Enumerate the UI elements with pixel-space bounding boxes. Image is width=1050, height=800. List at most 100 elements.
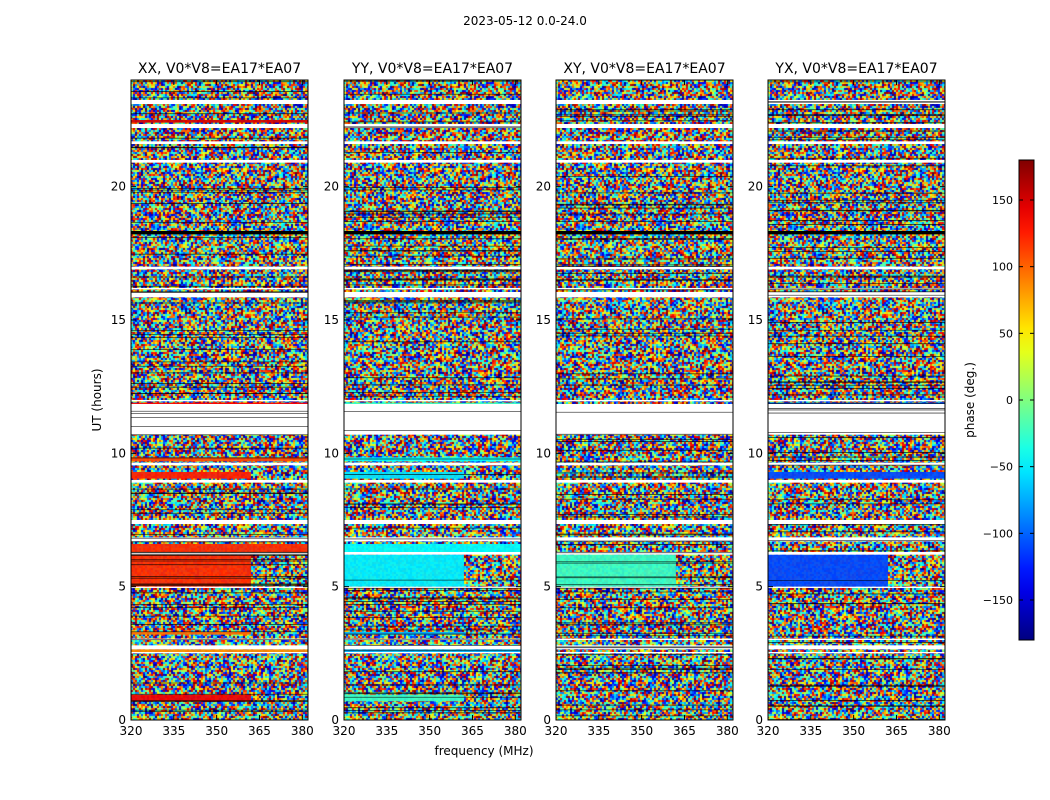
y-tick-label: 0: [118, 713, 126, 727]
colorbar-tick-label: 150: [992, 194, 1013, 207]
x-tick-label: 350: [630, 724, 653, 738]
flagged-band: [131, 462, 308, 466]
x-tick-label: 365: [885, 724, 908, 738]
colorbar-tick-label: 100: [992, 261, 1013, 274]
x-tick-label: 320: [120, 724, 143, 738]
flagged-band: [556, 100, 733, 104]
flagged-band: [556, 124, 733, 128]
stable-phase-region: [131, 649, 308, 652]
flagged-band: [131, 266, 308, 270]
x-tick-label: 350: [418, 724, 441, 738]
flagged-band: [344, 266, 521, 270]
flagged-band: [344, 400, 521, 402]
stable-phase-region: [131, 120, 308, 123]
y-tick-label: 5: [543, 580, 551, 594]
flagged-band: [131, 645, 308, 650]
flagged-band: [344, 160, 521, 163]
colorbar-tick-label: −150: [983, 594, 1013, 607]
y-tick-label: 15: [748, 313, 763, 327]
y-tick-label: 20: [324, 180, 339, 194]
flagged-band: [768, 537, 945, 542]
flagged-band: [556, 141, 733, 144]
y-tick-label: 10: [536, 446, 551, 460]
panel-frame: [343, 79, 522, 721]
flagged-band: [344, 404, 521, 435]
flagged-band: [344, 124, 521, 128]
y-tick-label: 5: [331, 580, 339, 594]
flagged-band: [131, 586, 308, 588]
x-tick-label: 320: [333, 724, 356, 738]
y-tick-label: 15: [324, 313, 339, 327]
flagged-band: [556, 292, 733, 298]
y-tick-label: 20: [748, 180, 763, 194]
flagged-band: [344, 462, 521, 466]
x-tick-label: 380: [928, 724, 951, 738]
stable-phase-region: [344, 649, 521, 652]
panel-title: XX, V0*V8=EA17*EA07: [138, 61, 301, 77]
flagged-band: [768, 652, 945, 654]
panel-title: YY, V0*V8=EA17*EA07: [351, 61, 513, 77]
y-axis-label: UT (hours): [90, 368, 104, 431]
flagged-band: [344, 520, 521, 524]
x-tick-label: 335: [587, 724, 610, 738]
flagged-band: [768, 480, 945, 483]
flagged-band: [768, 552, 945, 555]
x-tick-label: 365: [673, 724, 696, 738]
colorbar-tick-label: 50: [999, 327, 1013, 340]
flagged-band: [131, 400, 308, 402]
x-tick-label: 320: [545, 724, 568, 738]
y-tick-label: 5: [118, 580, 126, 594]
flagged-band: [556, 638, 733, 640]
x-tick-label: 380: [504, 724, 527, 738]
colorbar: 150 100 50 0 −50 −100 −150: [983, 159, 1035, 641]
flagged-band: [131, 100, 308, 104]
flagged-band: [768, 141, 945, 144]
flagged-band: [768, 292, 945, 298]
flagged-band: [556, 520, 733, 524]
flagged-band: [344, 552, 521, 555]
figure-title: 2023-05-12 0.0-24.0: [463, 14, 587, 28]
x-tick-label: 335: [375, 724, 398, 738]
flagged-band: [556, 400, 733, 402]
stable-phase-region: [344, 554, 464, 587]
panel-title: YX, V0*V8=EA17*EA07: [774, 61, 937, 77]
stable-phase-region: [131, 694, 251, 702]
y-tick-label: 10: [748, 446, 763, 460]
panel-1: XX, V0*V8=EA17*EA07 320 335 350 365 380 0 5 10 15…: [111, 61, 314, 738]
y-tick-label: 0: [331, 713, 339, 727]
flagged-band: [556, 462, 733, 466]
x-tick-label: 365: [461, 724, 484, 738]
flagged-band: [768, 520, 945, 524]
stable-phase-region: [131, 554, 251, 587]
y-tick-label: 0: [543, 713, 551, 727]
y-tick-label: 15: [111, 313, 126, 327]
panel-3: XY, V0*V8=EA17*EA07 320 335 350 365 380 0 5 10 15…: [536, 61, 739, 738]
x-tick-label: 365: [248, 724, 271, 738]
flagged-band: [768, 638, 945, 640]
y-tick-label: 20: [111, 180, 126, 194]
colorbar-tick-label: 0: [1006, 394, 1013, 407]
flagged-band: [768, 404, 945, 435]
x-tick-label: 350: [842, 724, 865, 738]
flagged-band: [768, 400, 945, 402]
flagged-band: [768, 160, 945, 163]
panel-frame: [555, 79, 734, 721]
y-tick-label: 10: [111, 446, 126, 460]
y-tick-label: 0: [755, 713, 763, 727]
flagged-band: [131, 552, 308, 555]
x-tick-label: 380: [291, 724, 314, 738]
flagged-band: [344, 586, 521, 588]
x-axis-label: frequency (MHz): [434, 744, 533, 758]
panel-2: YY, V0*V8=EA17*EA07 320 335 350 365 380 0 5 10 15…: [324, 61, 527, 738]
x-tick-label: 335: [799, 724, 822, 738]
flagged-band: [556, 652, 733, 654]
flagged-band: [556, 552, 733, 555]
colorbar-label: phase (deg.): [963, 362, 977, 438]
stable-phase-region: [556, 554, 676, 587]
flagged-band: [344, 288, 521, 290]
stable-phase-region: [344, 632, 464, 635]
flagged-band: [344, 292, 521, 298]
panel-title: XY, V0*V8=EA17*EA07: [563, 61, 725, 77]
y-tick-label: 15: [536, 313, 551, 327]
